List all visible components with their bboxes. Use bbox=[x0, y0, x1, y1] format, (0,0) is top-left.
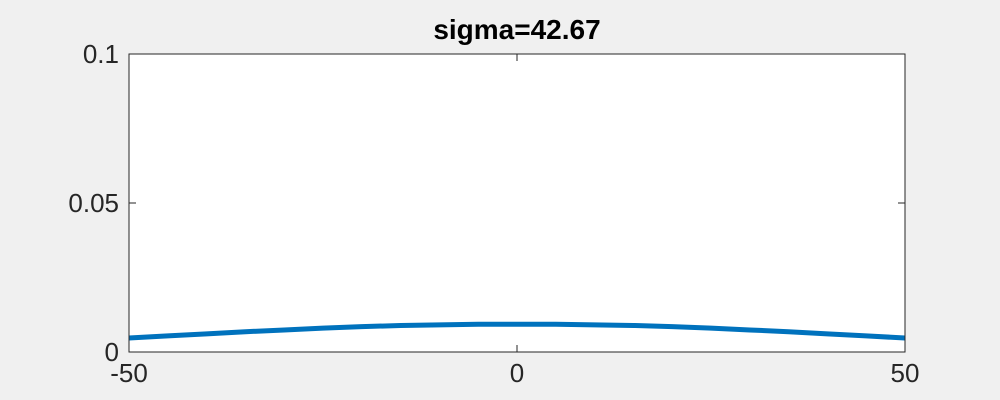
plot-area bbox=[128, 321, 906, 341]
series-line-0 bbox=[128, 321, 906, 341]
chart-title: sigma=42.67 bbox=[433, 14, 600, 45]
x-axis: -50 0 50 bbox=[110, 54, 919, 388]
x-tick-label: 50 bbox=[891, 358, 920, 388]
axes-background bbox=[129, 54, 905, 352]
y-tick-label: 0 bbox=[105, 337, 119, 367]
y-axis: 0 0.05 0.1 bbox=[68, 39, 905, 367]
y-tick-label: 0.05 bbox=[68, 188, 119, 218]
x-tick-label: -50 bbox=[110, 358, 148, 388]
y-tick-label: 0.1 bbox=[83, 39, 119, 69]
x-tick-label: 0 bbox=[510, 358, 524, 388]
